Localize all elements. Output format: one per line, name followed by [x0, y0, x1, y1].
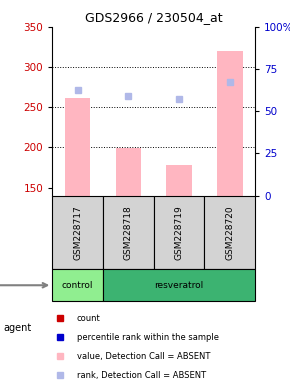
Title: GDS2966 / 230504_at: GDS2966 / 230504_at: [85, 11, 222, 24]
Text: percentile rank within the sample: percentile rank within the sample: [77, 333, 219, 342]
Bar: [116, 148, 141, 195]
Text: count: count: [77, 314, 100, 323]
Bar: [166, 165, 192, 195]
Text: GSM228718: GSM228718: [124, 205, 133, 260]
FancyBboxPatch shape: [103, 270, 255, 301]
Text: resveratrol: resveratrol: [155, 281, 204, 290]
Text: GSM228717: GSM228717: [73, 205, 82, 260]
Text: GSM228719: GSM228719: [175, 205, 184, 260]
Text: value, Detection Call = ABSENT: value, Detection Call = ABSENT: [77, 352, 210, 361]
FancyBboxPatch shape: [52, 270, 103, 301]
FancyBboxPatch shape: [204, 195, 255, 270]
Text: agent: agent: [3, 323, 31, 333]
Bar: [217, 51, 242, 195]
FancyBboxPatch shape: [154, 195, 204, 270]
Bar: [65, 98, 90, 195]
Text: rank, Detection Call = ABSENT: rank, Detection Call = ABSENT: [77, 371, 206, 380]
Text: control: control: [62, 281, 93, 290]
Text: GSM228720: GSM228720: [225, 205, 234, 260]
FancyBboxPatch shape: [103, 195, 154, 270]
FancyBboxPatch shape: [52, 195, 103, 270]
